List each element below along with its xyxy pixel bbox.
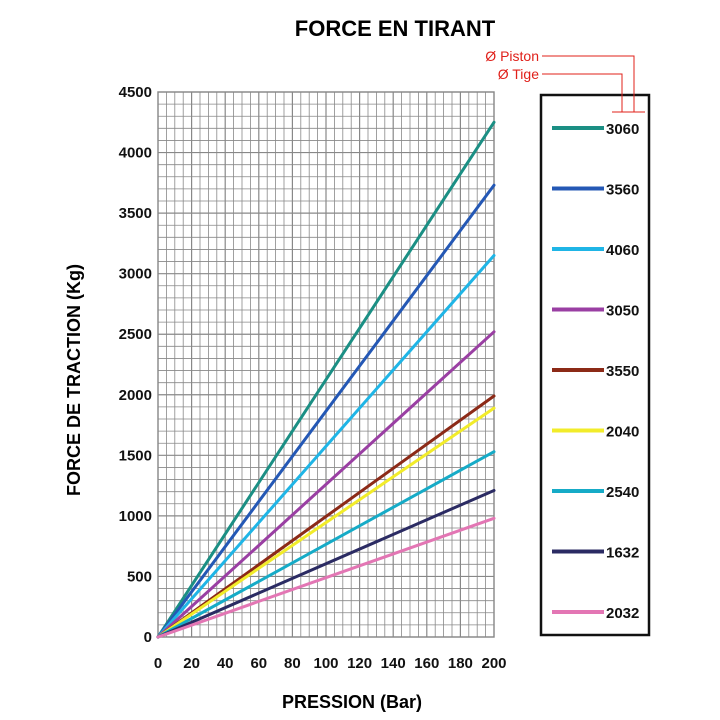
y-tick-label: 1500	[119, 447, 152, 464]
y-tick-label: 3500	[119, 205, 152, 222]
x-tick-label: 160	[414, 655, 439, 672]
x-tick-label: 200	[481, 655, 506, 672]
legend-label-4060: 4060	[606, 242, 639, 259]
y-tick-label: 4500	[119, 84, 152, 101]
series-line-3550	[156, 394, 496, 639]
legend-box	[539, 93, 651, 637]
legend-label-2540: 2540	[606, 484, 639, 501]
x-tick-label: 20	[183, 655, 200, 672]
y-tick-label: 2500	[119, 326, 152, 343]
y-tick-label: 500	[127, 568, 152, 585]
legend: 3060 3560 4060 3050 3550 2040 2540 1632 2032	[552, 121, 639, 622]
x-tick-label: 40	[217, 655, 234, 672]
series-line-1632	[156, 488, 496, 639]
piston-diameter-label: Ø Piston	[485, 48, 539, 64]
series-line-2540	[156, 450, 496, 639]
y-tick-label: 2000	[119, 387, 152, 404]
diameter-annotation: Ø Piston Ø Tige	[485, 48, 645, 113]
series-line-3560	[156, 183, 496, 639]
series-line-3060	[156, 120, 496, 639]
x-tick-label: 180	[448, 655, 473, 672]
y-tick-label: 0	[144, 629, 152, 646]
x-tick-label: 140	[381, 655, 406, 672]
chart-title: FORCE EN TIRANT	[295, 16, 496, 41]
y-tick-label: 3000	[119, 266, 152, 283]
rod-leader-line	[542, 73, 623, 112]
legend-label-3050: 3050	[606, 303, 639, 320]
plot-grid	[157, 91, 495, 638]
series-line-2040	[156, 406, 496, 639]
y-tick-label: 4000	[119, 145, 152, 162]
legend-label-1632: 1632	[606, 545, 639, 562]
x-axis-ticks: 0 20 40 60 80 100 120 140 160 180 200	[154, 655, 507, 672]
x-tick-label: 80	[284, 655, 301, 672]
rod-diameter-label: Ø Tige	[498, 66, 539, 82]
y-axis-ticks: 0 500 1000 1500 2000 2500 3000 3500 4000 4500	[119, 84, 152, 646]
legend-label-3550: 3550	[606, 363, 639, 380]
x-tick-label: 100	[313, 655, 338, 672]
y-tick-label: 1000	[119, 508, 152, 525]
series-lines	[156, 120, 496, 639]
series-line-2032	[156, 516, 496, 639]
legend-label-3060: 3060	[606, 121, 639, 138]
legend-label-3560: 3560	[606, 182, 639, 199]
piston-leader-line	[542, 55, 635, 112]
x-tick-label: 120	[347, 655, 372, 672]
legend-label-2040: 2040	[606, 424, 639, 441]
x-tick-label: 0	[154, 655, 162, 672]
series-line-4060	[156, 254, 496, 639]
series-line-3050	[156, 330, 496, 639]
legend-label-2032: 2032	[606, 605, 639, 622]
x-axis-title: PRESSION (Bar)	[282, 692, 422, 712]
y-axis-title: FORCE DE TRACTION (Kg)	[64, 264, 84, 496]
x-tick-label: 60	[250, 655, 267, 672]
